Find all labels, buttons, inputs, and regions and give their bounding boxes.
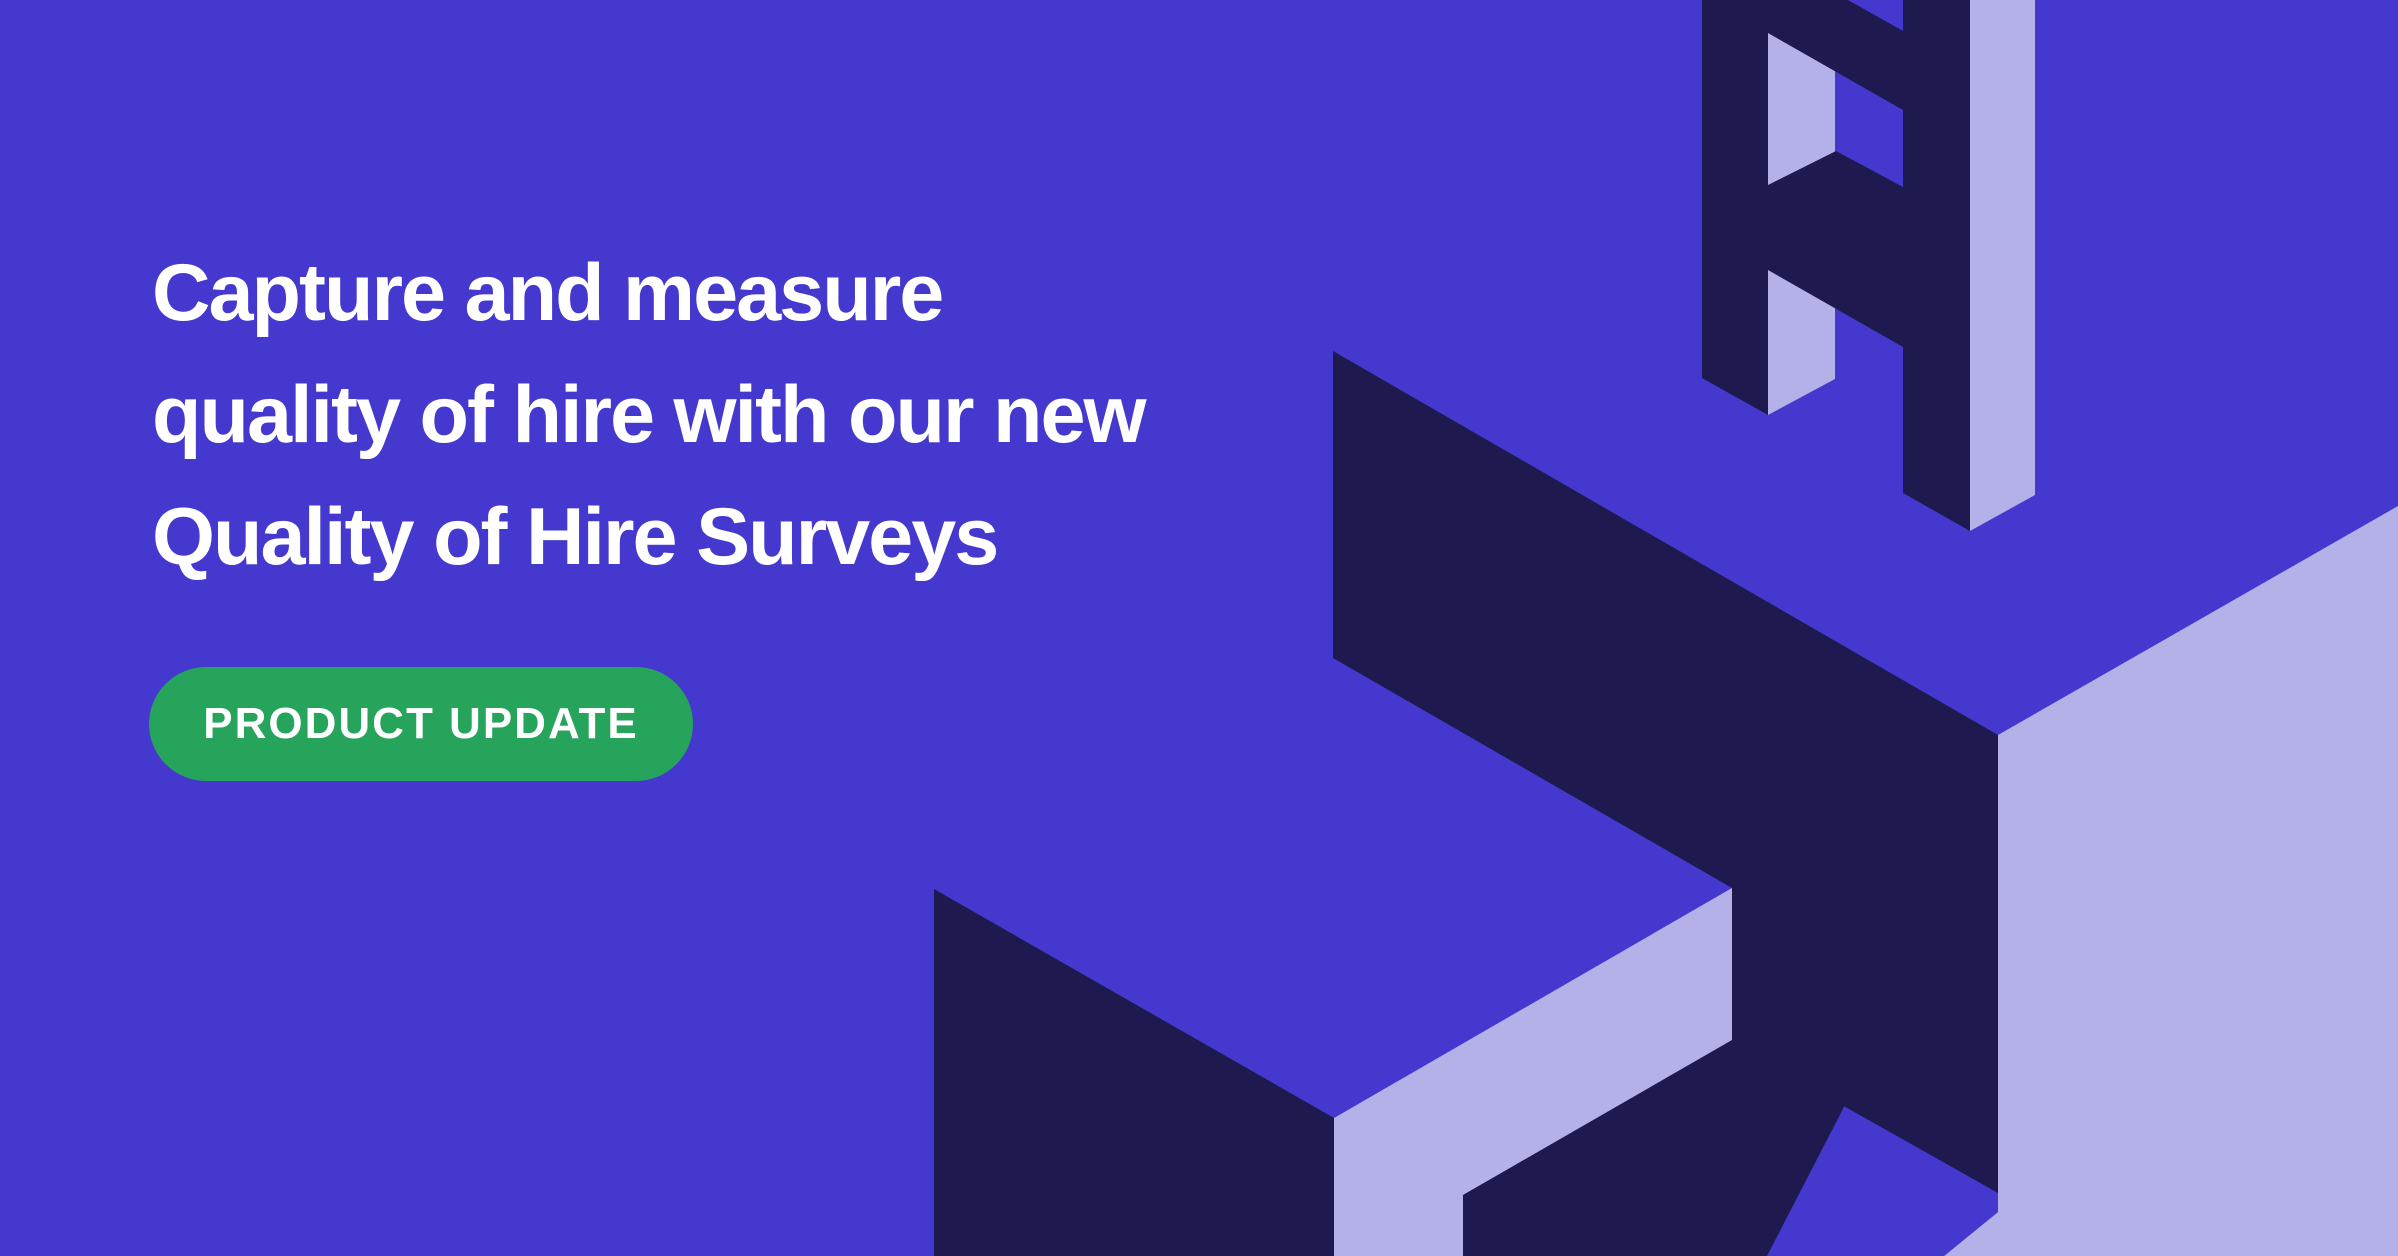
product-update-badge: PRODUCT UPDATE xyxy=(149,667,693,781)
headline-line-2: quality of hire with our new xyxy=(152,370,1147,460)
iso-chain-link-shape xyxy=(1768,151,1903,347)
badge-label: PRODUCT UPDATE xyxy=(203,699,639,748)
iso-rail-left-front-face xyxy=(1702,0,1768,415)
iso-dark-pentagon-shape xyxy=(934,889,1334,1256)
iso-rung-top-shape xyxy=(1768,0,1903,110)
iso-rail-right-side-face xyxy=(1970,0,2035,531)
headline-line-3: Quality of Hire Surveys xyxy=(152,492,999,582)
iso-blue-wedge-shape xyxy=(1767,1105,1998,1256)
iso-dark-shadow-wedge-shape xyxy=(1463,1040,1845,1256)
iso-lavender-floor-shape xyxy=(1944,506,2398,1256)
iso-rail-right-front-face xyxy=(1903,0,1970,531)
iso-lavender-band-shape xyxy=(1334,888,1732,1256)
iso-dark-chevron-shape xyxy=(1333,351,1998,1193)
headline: Capture and measure quality of hire with… xyxy=(152,232,1147,598)
headline-line-1: Capture and measure xyxy=(152,248,944,338)
